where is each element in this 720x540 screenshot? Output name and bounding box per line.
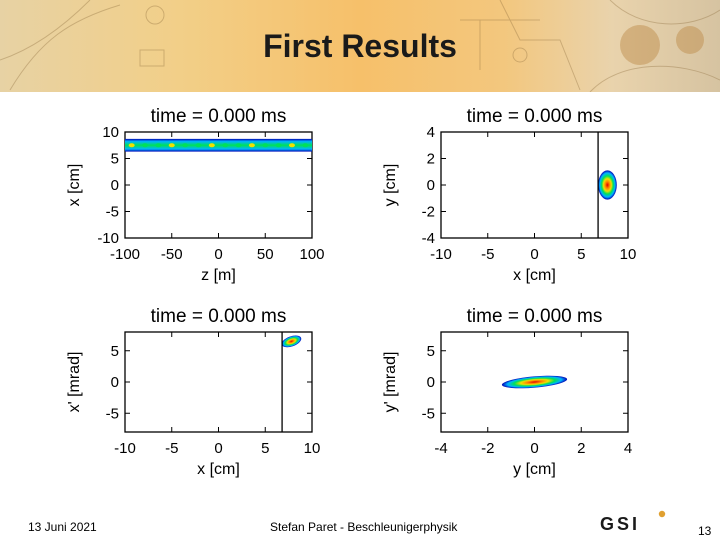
beam-density-spot xyxy=(302,143,309,148)
x-tick-label: 50 xyxy=(257,246,274,263)
x-tick-label: 5 xyxy=(261,440,269,457)
x-tick-label: 10 xyxy=(620,246,637,263)
x-tick-label: 0 xyxy=(214,440,222,457)
x-tick-label: -50 xyxy=(161,246,183,263)
y-tick-label: 5 xyxy=(427,343,435,360)
beam-density-spot xyxy=(182,143,189,148)
beam-density-spot xyxy=(142,143,149,148)
y-axis-label: x' [mrad] xyxy=(66,352,83,413)
y-tick-label: -10 xyxy=(97,230,119,247)
beam-distribution-ellipse xyxy=(598,170,617,200)
x-tick-label: 5 xyxy=(577,246,585,263)
x-tick-label: 2 xyxy=(577,440,585,457)
results-figure: -100 -50 0 50 100 10 5 0 -5 -10 time = 0.000 ms z [… xyxy=(0,92,720,502)
x-tick-label: -5 xyxy=(165,440,178,457)
x-tick-label: 0 xyxy=(214,246,222,263)
slide-title: First Results xyxy=(263,28,457,64)
y-tick-label: -5 xyxy=(106,204,119,221)
y-axis-label: x [cm] xyxy=(66,164,83,207)
beam-density-spot xyxy=(208,143,215,148)
y-tick-label: 0 xyxy=(427,374,435,391)
x-tick-label: -100 xyxy=(110,246,140,263)
y-tick-label: -5 xyxy=(106,405,119,422)
beam-distribution-ellipse xyxy=(281,335,302,348)
x-tick-label: 10 xyxy=(304,440,321,457)
y-tick-label: -4 xyxy=(422,230,435,247)
x-tick-label: 0 xyxy=(530,246,538,263)
y-tick-label: 4 xyxy=(427,124,435,141)
x-tick-label: 0 xyxy=(530,440,538,457)
x-axis-label: x [cm] xyxy=(197,461,240,478)
y-tick-label: 0 xyxy=(427,177,435,194)
beam-distribution-ellipse xyxy=(501,375,568,389)
x-tick-label: 4 xyxy=(624,440,632,457)
plot-title: time = 0.000 ms xyxy=(467,306,603,327)
gsi-logo: GSI xyxy=(600,510,666,534)
beam-density-spot xyxy=(168,143,175,148)
y-tick-label: 2 xyxy=(427,151,435,168)
beam-density-spot xyxy=(262,143,269,148)
header-background-decoration xyxy=(0,0,720,92)
footer-page-number: 13 xyxy=(698,524,712,538)
x-tick-label: -10 xyxy=(430,246,452,263)
x-tick-label: 100 xyxy=(299,246,324,263)
x-tick-label: -2 xyxy=(481,440,494,457)
y-tick-label: -5 xyxy=(422,405,435,422)
y-axis-label: y' [mrad] xyxy=(382,352,399,413)
beam-density-spot xyxy=(235,143,242,148)
svg-text:GSI: GSI xyxy=(600,514,640,534)
beam-density-spot xyxy=(195,143,202,148)
x-tick-label: -10 xyxy=(114,440,136,457)
y-axis-label: y [cm] xyxy=(382,164,399,207)
y-tick-label: 0 xyxy=(111,374,119,391)
plot-title: time = 0.000 ms xyxy=(151,106,287,127)
x-tick-label: -4 xyxy=(434,440,447,457)
footer-author: Stefan Paret - Beschleunigerphysik xyxy=(270,520,458,534)
beam-density-spot xyxy=(248,143,255,148)
x-axis-label: z [m] xyxy=(201,267,236,284)
x-axis-label: y [cm] xyxy=(513,461,556,478)
x-axis-label: x [cm] xyxy=(513,267,556,284)
beam-density-spot xyxy=(222,143,229,148)
plot-frame xyxy=(440,131,629,239)
x-tick-label: -5 xyxy=(481,246,494,263)
beam-density-spot xyxy=(155,143,162,148)
beam-density-spot xyxy=(288,143,295,148)
y-tick-label: 10 xyxy=(102,124,119,141)
footer-date: 13 Juni 2021 xyxy=(28,520,97,534)
y-tick-label: -2 xyxy=(422,204,435,221)
plot-title: time = 0.000 ms xyxy=(151,306,287,327)
slide-footer: 13 Juni 2021 Stefan Paret - Beschleunige… xyxy=(0,508,720,540)
y-tick-label: 5 xyxy=(111,343,119,360)
y-tick-label: 5 xyxy=(111,151,119,168)
beam-distribution-band xyxy=(125,138,312,152)
plot-frame xyxy=(124,331,313,433)
beam-density-spot xyxy=(128,143,135,148)
plot-title: time = 0.000 ms xyxy=(467,106,603,127)
slide-header: First Results xyxy=(0,0,720,92)
beam-density-spot xyxy=(275,143,282,148)
y-tick-label: 0 xyxy=(111,177,119,194)
